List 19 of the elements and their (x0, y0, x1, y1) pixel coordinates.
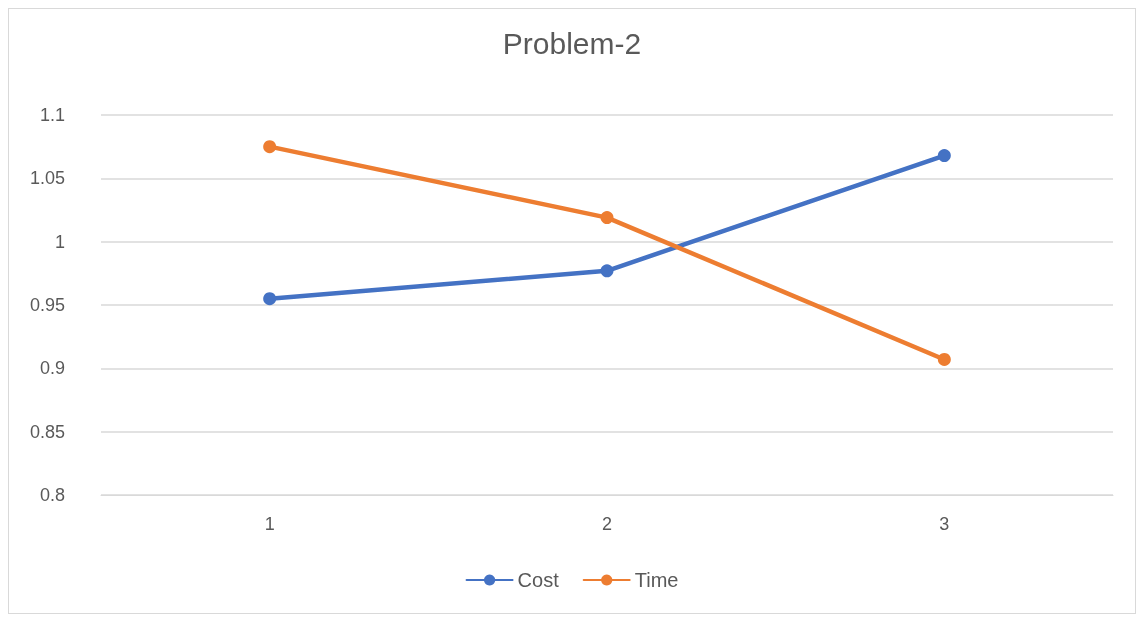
y-tick-label: 1.05 (29, 168, 65, 189)
y-tick-label: 0.85 (29, 421, 65, 442)
point (263, 140, 277, 154)
point (263, 292, 277, 306)
x-tick-label: 2 (601, 514, 613, 534)
y-tick-label: 0.9 (39, 358, 65, 379)
x-tick-label: 1 (264, 514, 275, 534)
legend-label: Cost (517, 569, 560, 591)
point (937, 352, 951, 366)
point (600, 264, 614, 278)
chart-title: Problem-2 (502, 26, 642, 60)
x-tick-label: 3 (939, 514, 950, 534)
y-tick-label: 0.8 (39, 485, 65, 505)
point (937, 149, 951, 163)
y-tick-label: 0.95 (29, 295, 65, 315)
legend-label: Time (634, 569, 679, 591)
point (600, 211, 614, 225)
y-tick-label: 1 (54, 231, 65, 252)
y-tick-label: 1.1 (39, 105, 65, 125)
